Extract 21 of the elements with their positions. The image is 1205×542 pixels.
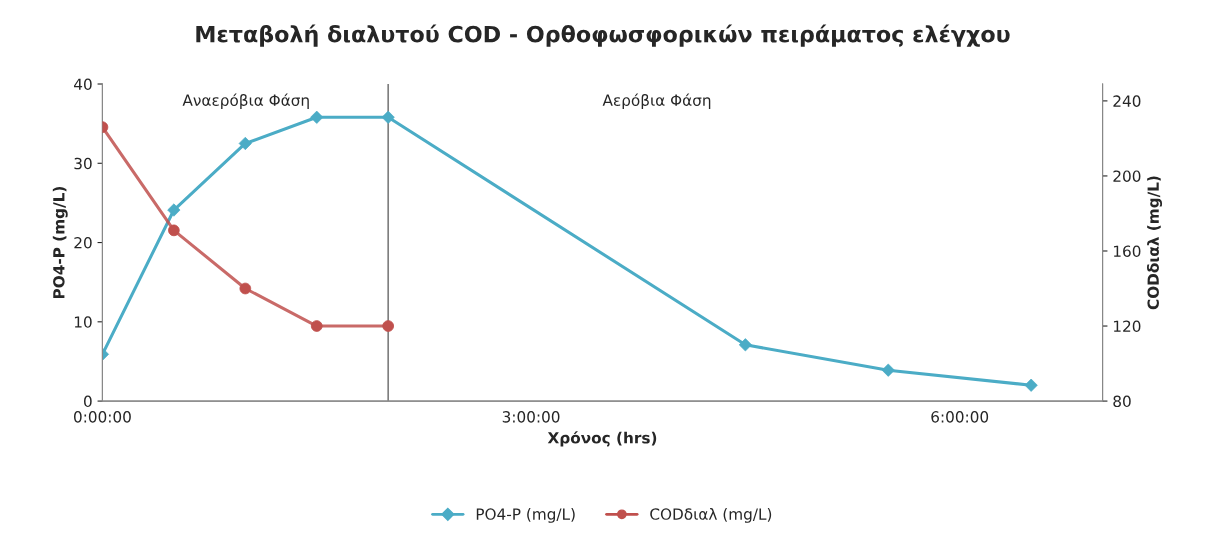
x-tick-label: 6:00:00 — [931, 411, 989, 423]
annotation: Αερόβια Φάση — [602, 93, 711, 109]
chart-title: Μεταβολή διαλυτού COD - Ορθοφωσφορικών πειράματος ελέγχου — [196, 24, 1010, 47]
y2-tick-label: 80 — [1113, 395, 1131, 408]
legend-label: PO4-P (mg/L) — [476, 508, 575, 523]
y2-axis-title: CODδιαλ (mg/L) — [1147, 176, 1163, 310]
y-axis-title: PO4-P (mg/L) — [52, 186, 68, 299]
y-tick-label: 10 — [74, 316, 92, 328]
y-tick-label: 20 — [74, 237, 92, 249]
y-tick-label: 0 — [83, 395, 92, 408]
y2-tick-label: 120 — [1113, 320, 1141, 333]
legend-label: CODδιαλ (mg/L) — [650, 508, 772, 523]
y2-tick-label: 240 — [1113, 95, 1141, 107]
y-tick-label: 40 — [74, 78, 92, 91]
y-tick-label: 30 — [74, 157, 92, 170]
x-tick-label: 3:00:00 — [502, 411, 560, 423]
annotation: Αναερόβια Φάση — [182, 93, 309, 109]
y2-tick-label: 160 — [1113, 245, 1141, 258]
y2-tick-label: 200 — [1113, 170, 1141, 182]
x-axis-title: Χρόνος (hrs) — [547, 431, 657, 447]
x-tick-label: 0:00:00 — [73, 411, 131, 423]
